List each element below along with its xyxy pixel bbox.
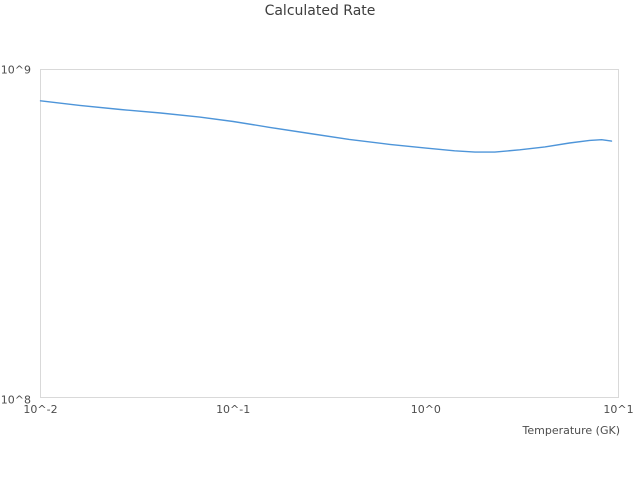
chart-title: Calculated Rate (264, 3, 376, 19)
x-tick-label: 10^-2 (23, 403, 58, 416)
x-tick-label: 10^0 (410, 403, 441, 416)
y-tick-label: 10^8 (0, 393, 31, 406)
y-tick-label: 10^9 (0, 63, 31, 76)
x-tick-label: 10^-1 (216, 403, 251, 416)
x-tick-label: 10^1 (603, 403, 634, 416)
plot-border (40, 69, 619, 398)
rate-line-series (39, 100, 613, 153)
x-axis-title: Temperature (GK) (522, 424, 621, 437)
